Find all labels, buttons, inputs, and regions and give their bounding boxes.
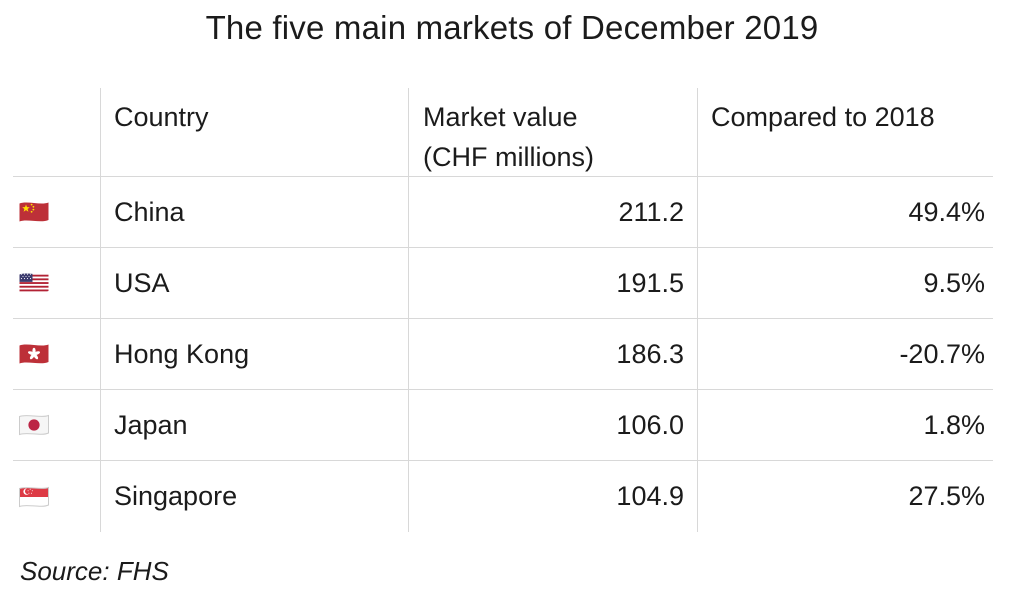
table-row-hong-kong: Hong Kong 186.3 -20.7%	[13, 319, 993, 390]
table-header-row: Country Market value (CHF millions) Comp…	[13, 88, 993, 177]
header-flag-cell	[13, 88, 100, 176]
country-cell: China	[100, 177, 408, 247]
country-cell: Hong Kong	[100, 319, 408, 389]
header-market-value: Market value (CHF millions)	[408, 88, 697, 176]
table-row-china: China 211.2 49.4%	[13, 177, 993, 248]
market-value-cell: 186.3	[408, 319, 697, 389]
flag-japan-icon	[18, 413, 50, 437]
markets-table: Country Market value (CHF millions) Comp…	[13, 88, 993, 532]
flag-china-icon	[18, 200, 50, 224]
flag-cell	[13, 390, 100, 460]
table-row-singapore: Singapore 104.9 27.5%	[13, 461, 993, 532]
market-value-cell: 104.9	[408, 461, 697, 532]
table-row-japan: Japan 106.0 1.8%	[13, 390, 993, 461]
header-compared: Compared to 2018	[697, 88, 993, 176]
table-row-usa: USA 191.5 9.5%	[13, 248, 993, 319]
flag-cell	[13, 248, 100, 318]
flag-singapore-icon	[18, 485, 50, 509]
country-cell: Japan	[100, 390, 408, 460]
market-value-cell: 191.5	[408, 248, 697, 318]
header-country: Country	[100, 88, 408, 176]
flag-hong-kong-icon	[18, 342, 50, 366]
compared-cell: 27.5%	[697, 461, 993, 532]
flag-cell	[13, 177, 100, 247]
flag-cell	[13, 319, 100, 389]
market-value-cell: 106.0	[408, 390, 697, 460]
compared-cell: 1.8%	[697, 390, 993, 460]
compared-cell: 9.5%	[697, 248, 993, 318]
source-note: Source: FHS	[20, 556, 169, 586]
compared-cell: -20.7%	[697, 319, 993, 389]
market-value-cell: 211.2	[408, 177, 697, 247]
country-cell: USA	[100, 248, 408, 318]
country-cell: Singapore	[100, 461, 408, 532]
flag-cell	[13, 461, 100, 532]
compared-cell: 49.4%	[697, 177, 993, 247]
page-title: The five main markets of December 2019	[205, 9, 819, 46]
flag-usa-icon	[18, 271, 50, 295]
